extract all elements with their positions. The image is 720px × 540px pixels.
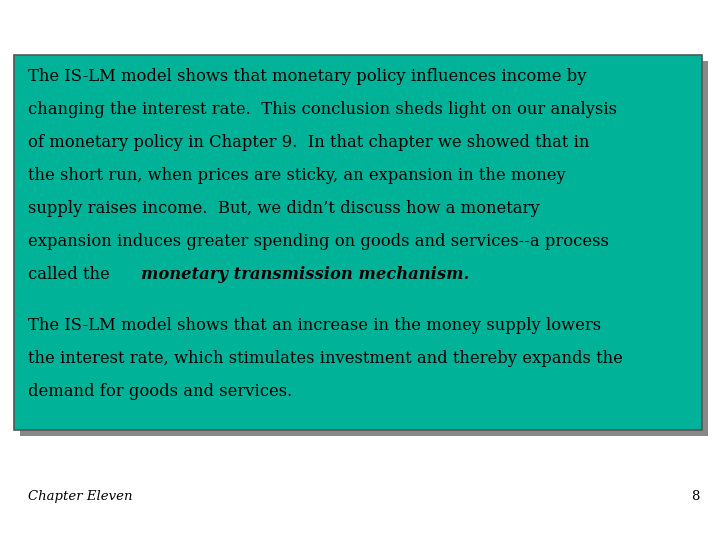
Text: the short run, when prices are sticky, an expansion in the money: the short run, when prices are sticky, a… bbox=[28, 167, 566, 184]
Text: the interest rate, which stimulates investment and thereby expands the: the interest rate, which stimulates inve… bbox=[28, 350, 623, 367]
FancyBboxPatch shape bbox=[20, 61, 708, 436]
Text: supply raises income.  But, we didn’t discuss how a monetary: supply raises income. But, we didn’t dis… bbox=[28, 200, 539, 217]
Text: called the: called the bbox=[28, 266, 115, 283]
Text: demand for goods and services.: demand for goods and services. bbox=[28, 383, 292, 400]
Text: The IS-LM model shows that monetary policy influences income by: The IS-LM model shows that monetary poli… bbox=[28, 68, 587, 85]
Text: expansion induces greater spending on goods and services--a process: expansion induces greater spending on go… bbox=[28, 233, 609, 250]
Text: monetary transmission mechanism.: monetary transmission mechanism. bbox=[141, 266, 469, 283]
Text: of monetary policy in Chapter 9.  In that chapter we showed that in: of monetary policy in Chapter 9. In that… bbox=[28, 134, 590, 151]
Text: changing the interest rate.  This conclusion sheds light on our analysis: changing the interest rate. This conclus… bbox=[28, 101, 617, 118]
Text: The IS-LM model shows that an increase in the money supply lowers: The IS-LM model shows that an increase i… bbox=[28, 317, 601, 334]
Text: Chapter Eleven: Chapter Eleven bbox=[28, 490, 132, 503]
Text: 8: 8 bbox=[692, 490, 700, 503]
FancyBboxPatch shape bbox=[14, 55, 702, 430]
